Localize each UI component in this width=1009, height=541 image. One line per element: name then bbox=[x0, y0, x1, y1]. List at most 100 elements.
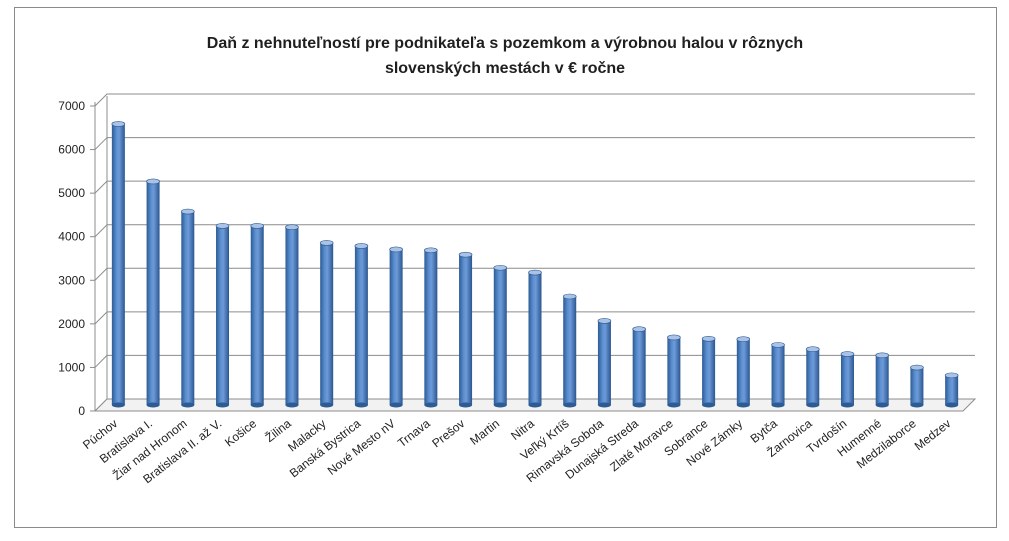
bar-base bbox=[320, 402, 334, 408]
bar-top bbox=[424, 247, 438, 254]
bar bbox=[285, 224, 299, 408]
bar-base bbox=[389, 402, 403, 408]
bar-top bbox=[215, 223, 230, 229]
bar bbox=[562, 293, 577, 408]
bar-top bbox=[285, 224, 299, 231]
bar-body bbox=[702, 338, 716, 405]
bar-base bbox=[493, 402, 507, 408]
bar bbox=[910, 364, 924, 408]
x-tick-label: Martin bbox=[467, 416, 502, 448]
bar bbox=[493, 264, 508, 408]
bar bbox=[528, 269, 542, 408]
bar bbox=[875, 352, 890, 408]
bar-base bbox=[424, 402, 438, 408]
y-axis-tick-labels: 0 1000 2000 3000 4000 5000 6000 7000 bbox=[58, 99, 85, 418]
bar-base bbox=[563, 402, 577, 408]
bars bbox=[111, 121, 959, 408]
bar-top bbox=[701, 335, 716, 342]
bar bbox=[389, 246, 403, 408]
x-tick-label: Medzev bbox=[912, 416, 954, 453]
bar-base bbox=[146, 402, 160, 408]
gridline bbox=[94, 137, 975, 150]
bar-body bbox=[806, 349, 820, 405]
bar-body bbox=[840, 354, 854, 405]
bar-base bbox=[354, 402, 368, 408]
bar-base bbox=[250, 402, 264, 408]
y-tick-label: 4000 bbox=[58, 230, 85, 244]
x-tick-label: Košice bbox=[222, 416, 259, 449]
bar-body bbox=[597, 320, 611, 405]
bar bbox=[736, 336, 751, 408]
bar-body bbox=[354, 245, 368, 405]
bar-body bbox=[632, 329, 646, 405]
bar-base bbox=[910, 402, 924, 408]
bar-top bbox=[910, 364, 924, 371]
bar bbox=[319, 240, 334, 408]
bar bbox=[250, 223, 265, 408]
y-tick-label: 7000 bbox=[58, 99, 85, 113]
bar-top bbox=[181, 208, 195, 215]
bar bbox=[667, 334, 681, 408]
bar-body bbox=[111, 123, 125, 405]
bar-top bbox=[771, 342, 785, 348]
bar bbox=[181, 208, 195, 408]
bar-base bbox=[111, 402, 125, 408]
bar-body bbox=[250, 225, 264, 405]
bar-top bbox=[493, 264, 508, 271]
bar bbox=[701, 335, 716, 408]
bar-top bbox=[875, 352, 890, 359]
bar-body bbox=[216, 225, 230, 405]
bar-top bbox=[111, 121, 126, 127]
bar-top bbox=[146, 178, 160, 185]
bar-body bbox=[563, 296, 577, 405]
bar-top bbox=[354, 243, 369, 249]
bar bbox=[146, 178, 160, 408]
bar-body bbox=[459, 254, 473, 405]
bar-base bbox=[771, 402, 785, 408]
bar-body bbox=[945, 375, 959, 405]
x-tick-label: Prešov bbox=[429, 416, 467, 450]
y-tick-label: 5000 bbox=[58, 186, 85, 200]
bar-body bbox=[285, 227, 299, 405]
bar-base bbox=[216, 402, 230, 408]
bar-base bbox=[945, 402, 959, 408]
bar bbox=[840, 351, 855, 408]
bar-top bbox=[319, 240, 334, 246]
chart-frame: Daň z nehnuteľností pre podnikateľa s po… bbox=[14, 7, 997, 528]
bar-body bbox=[424, 250, 438, 405]
bar-body bbox=[493, 267, 507, 405]
bar-body bbox=[771, 344, 785, 405]
bar-top bbox=[597, 318, 612, 324]
gridline bbox=[94, 180, 975, 194]
chart-title-line-2: slovenských mestách v € ročne bbox=[385, 60, 625, 77]
bar bbox=[597, 318, 612, 408]
bar-top bbox=[736, 336, 751, 343]
bar bbox=[632, 326, 646, 408]
bar-top bbox=[562, 293, 577, 300]
bar bbox=[458, 251, 473, 408]
bar-body bbox=[875, 355, 889, 405]
bar-base bbox=[632, 402, 646, 408]
bar-body bbox=[181, 211, 195, 405]
bar-base bbox=[702, 402, 716, 408]
bar-base bbox=[840, 402, 854, 408]
bar-chart: Daň z nehnuteľností pre podnikateľa s po… bbox=[58, 35, 977, 486]
bar-body bbox=[736, 339, 750, 405]
bar-top bbox=[458, 251, 473, 258]
x-tick-label: Trnava bbox=[395, 416, 433, 450]
bar-base bbox=[528, 402, 542, 408]
chart-title-line-1: Daň z nehnuteľností pre podnikateľa s po… bbox=[207, 35, 803, 52]
bar bbox=[215, 223, 230, 408]
bar-base bbox=[285, 402, 299, 408]
bar-base bbox=[875, 402, 889, 408]
y-tick-label: 6000 bbox=[58, 143, 85, 157]
bar-top bbox=[250, 223, 265, 229]
bar-top bbox=[389, 246, 403, 253]
y-tick-label: 3000 bbox=[58, 273, 85, 287]
bar bbox=[805, 346, 820, 408]
bar-top bbox=[632, 326, 646, 332]
gridline bbox=[94, 93, 975, 107]
bar-body bbox=[146, 181, 160, 405]
bar-body bbox=[667, 337, 681, 405]
